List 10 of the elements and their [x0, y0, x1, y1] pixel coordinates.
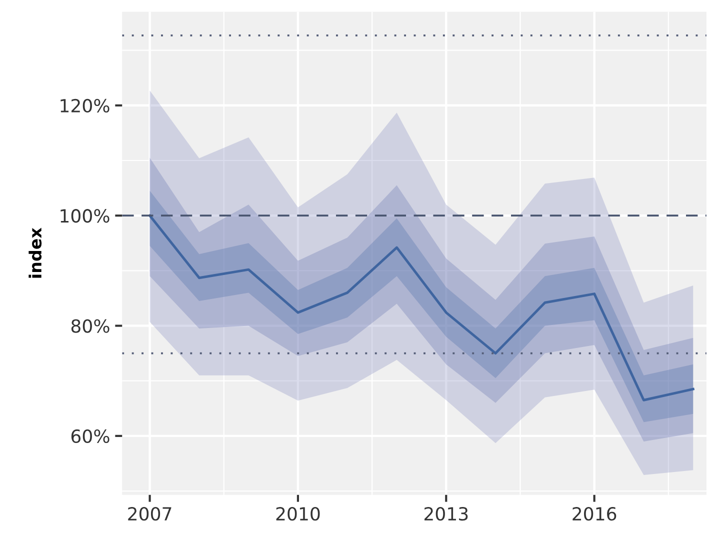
y-tick-label: 120%: [60, 98, 110, 113]
x-tick-label: 2010: [276, 507, 320, 521]
y-axis-title: index: [28, 228, 42, 278]
y-tick-label: 80%: [71, 319, 110, 333]
x-tick-label: 2013: [424, 507, 468, 521]
x-tick-label: 2016: [572, 507, 616, 521]
line-series: [148, 214, 694, 402]
y-tick-label: 100%: [60, 209, 110, 223]
y-tick-label: 60%: [71, 429, 110, 444]
x-tick-label: 2007: [128, 507, 172, 521]
